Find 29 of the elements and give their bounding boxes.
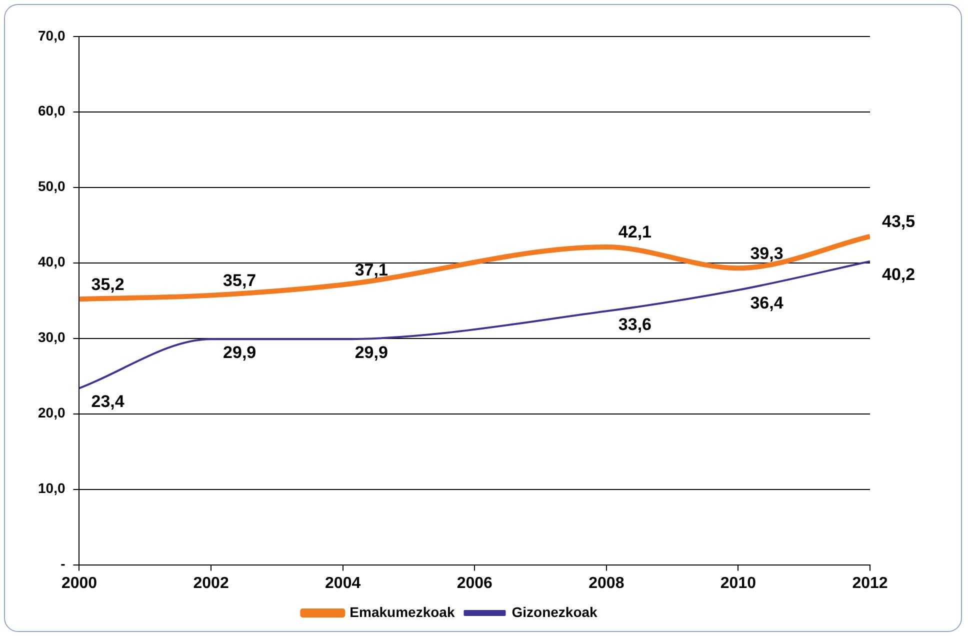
legend-label: Emakumezkoak (350, 604, 455, 620)
data-label: 42,1 (618, 222, 652, 242)
data-label: 37,1 (354, 260, 388, 280)
data-label: 29,9 (354, 342, 388, 362)
y-tick-label: 60,0 (38, 102, 66, 119)
y-tick-label: - (60, 556, 66, 572)
y-tick-label: 30,0 (38, 329, 66, 346)
data-label: 35,2 (91, 274, 124, 294)
x-tick-label: 2006 (456, 574, 493, 592)
y-tick-label: 70,0 (38, 27, 66, 44)
x-tick-label: 2002 (193, 574, 229, 592)
y-tick-label: 20,0 (38, 404, 66, 421)
x-tick-label: 2004 (325, 574, 361, 592)
data-label: 29,9 (223, 342, 256, 362)
x-tick-label: 2010 (720, 574, 756, 592)
data-label: 36,4 (750, 294, 784, 313)
data-label: 40,2 (882, 265, 916, 284)
x-tick-label: 2000 (61, 574, 98, 592)
data-label: 35,7 (223, 271, 256, 290)
data-label: 23,4 (91, 392, 125, 411)
y-tick-label: 10,0 (38, 480, 66, 496)
y-tick-label: 50,0 (38, 178, 66, 194)
data-label: 33,6 (618, 314, 652, 334)
y-tick-label: 40,0 (38, 254, 66, 270)
x-tick-label: 2012 (852, 574, 888, 592)
legend-label: Gizonezkoak (512, 604, 598, 620)
x-tick-label: 2008 (588, 574, 624, 592)
data-label: 39,3 (750, 244, 784, 263)
data-label: 43,5 (882, 212, 916, 232)
